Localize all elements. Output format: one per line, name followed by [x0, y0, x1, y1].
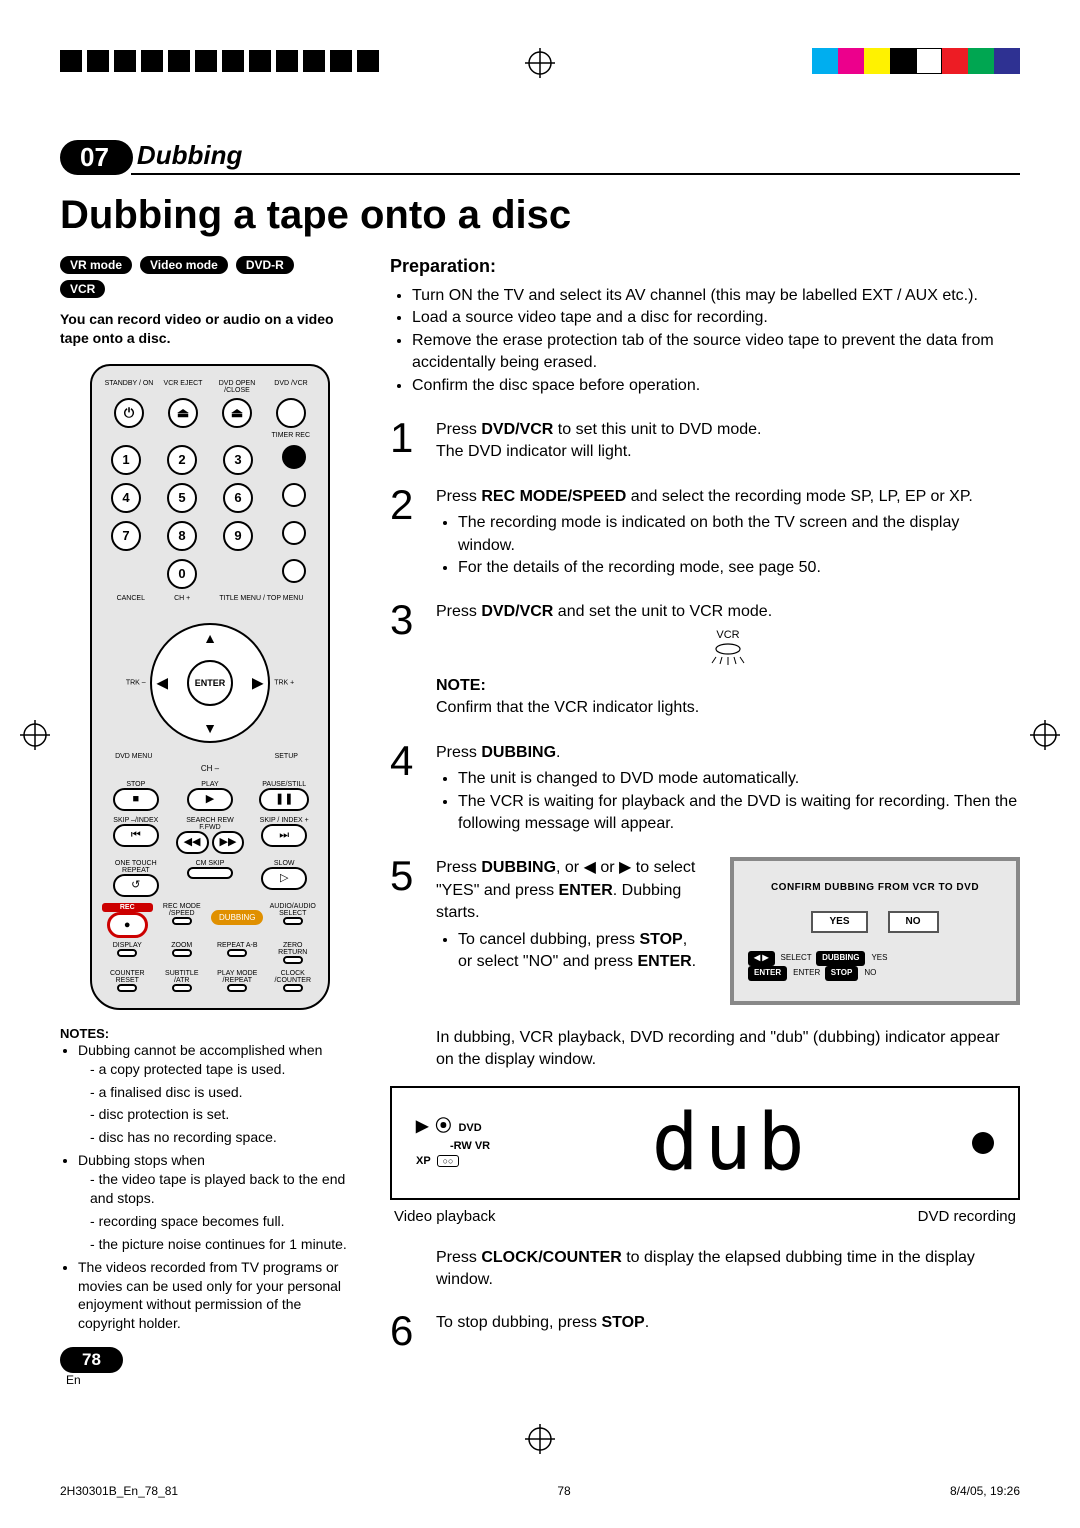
step-5: 5 Press DUBBING, or ◀ or ▶ to select "YE… [390, 857, 1020, 1005]
notes-list: Dubbing cannot be accomplished when a co… [60, 1041, 360, 1333]
onetouch-button: ↺ [113, 874, 159, 897]
display-labels: Video playback DVD recording [390, 1208, 1020, 1225]
step-1: 1 Press DVD/VCR to set this unit to DVD … [390, 419, 1020, 464]
arrow-up-icon: ▲ [203, 630, 217, 646]
play-icon: ▶ [416, 1118, 428, 1135]
zoom-button [172, 949, 192, 957]
footer: 2H30301B_En_78_81 78 8/4/05, 19:26 [60, 1484, 1020, 1498]
input-select-button [282, 483, 306, 507]
clock-counter-text: Press CLOCK/COUNTER to display the elaps… [436, 1247, 1020, 1292]
standby-button: ⏻ [114, 398, 144, 428]
pill-vrmode: VR mode [60, 256, 132, 274]
step-4: 4 Press DUBBING. The unit is changed to … [390, 742, 1020, 836]
num-4: 4 [111, 483, 141, 513]
dubbing-button: DUBBING [211, 910, 263, 925]
counter-reset-button [117, 984, 137, 992]
pill-vcr: VCR [60, 280, 105, 298]
step-6: 6 To stop dubbing, press STOP. [390, 1312, 1020, 1350]
clock-counter-button [283, 984, 303, 992]
display-button [117, 949, 137, 957]
num-8: 8 [167, 521, 197, 551]
arrow-down-icon: ▼ [203, 720, 217, 736]
remote-illustration: STANDBY / ON VCR EJECT DVD OPEN /CLOSE D… [90, 364, 330, 1010]
skip-minus-button: ⏮ [113, 824, 159, 847]
pill-dvdr: DVD-R [236, 256, 294, 274]
page-number-badge: 78 [60, 1347, 123, 1373]
notes-heading: NOTES: [60, 1026, 360, 1041]
num-1: 1 [111, 445, 141, 475]
num-5: 5 [167, 483, 197, 513]
pill-videomode: Video mode [140, 256, 228, 274]
rec-button: ● [107, 912, 148, 938]
vfd-display: ▶ ⦿ DVD -RW VR XP ○○ dub [390, 1086, 1020, 1200]
registration-mark-left [20, 720, 50, 754]
tv-confirm-box: CONFIRM DUBBING FROM VCR TO DVD YES NO ◀… [730, 857, 1020, 1005]
dvd-vcr-button [276, 398, 306, 428]
num-9: 9 [223, 521, 253, 551]
step-2: 2 Press REC MODE/SPEED and select the re… [390, 486, 1020, 580]
dub-text: dub [652, 1108, 811, 1178]
vcr-indicator-icon: VCR [436, 628, 1020, 665]
registration-mark-top [525, 48, 555, 78]
pause-button: ❚❚ [259, 788, 309, 811]
footer-right: 8/4/05, 19:26 [950, 1484, 1020, 1498]
recmode-button [172, 917, 192, 925]
footer-mid: 78 [557, 1484, 570, 1498]
open-close-button: ⏏ [222, 398, 252, 428]
mode-pills: VR mode Video mode DVD-R [60, 256, 360, 274]
registration-mark-bottom [525, 1424, 555, 1458]
tv-yes-button: YES [811, 911, 867, 933]
registration-mark-right [1030, 720, 1060, 754]
audio-button [283, 917, 303, 925]
chapter-header: 07 Dubbing [60, 140, 1020, 175]
arrow-right-icon: ▶ [619, 857, 631, 879]
intro-text: You can record video or audio on a video… [60, 310, 360, 348]
footer-left: 2H30301B_En_78_81 [60, 1484, 178, 1498]
repeat-ab-button [227, 949, 247, 957]
preparation-list: Turn ON the TV and select its AV channel… [390, 285, 1020, 397]
arrow-right-icon: ▶ [252, 674, 263, 691]
num-3: 3 [223, 445, 253, 475]
num-0: 0 [167, 559, 197, 589]
num-7: 7 [111, 521, 141, 551]
page-lang: En [66, 1373, 360, 1387]
play-button: ▶ [187, 788, 233, 811]
step-3: 3 Press DVD/VCR and set the unit to VCR … [390, 601, 1020, 720]
record-dot-icon [972, 1132, 994, 1154]
dpad: TRK – TRK + DVD MENU SETUP ▲ ▼ ◀ ▶ ENTER [135, 608, 285, 758]
timer-rec-button [282, 445, 306, 469]
playmode-button [227, 984, 247, 992]
preparation-heading: Preparation: [390, 256, 1020, 277]
videoplus-button [282, 521, 306, 545]
enter-button: ENTER [187, 660, 233, 706]
disc-icon: ⦿ [435, 1118, 451, 1135]
chapter-title: Dubbing [131, 140, 1020, 175]
num-2: 2 [167, 445, 197, 475]
step-5-after: In dubbing, VCR playback, DVD recording … [436, 1027, 1020, 1072]
eject-button: ⏏ [168, 398, 198, 428]
num-6: 6 [223, 483, 253, 513]
tv-no-button: NO [888, 911, 939, 933]
color-bar [812, 48, 1020, 74]
stop-button: ■ [113, 788, 159, 811]
skip-plus-button: ⏭ [261, 824, 307, 847]
arrow-left-icon: ◀ [157, 674, 168, 691]
chapter-number: 07 [60, 140, 133, 175]
cmskip-button [187, 867, 233, 879]
slow-button: ▷ [261, 867, 307, 890]
zero-return-button [283, 956, 303, 964]
subtitle-button [172, 984, 192, 992]
cassette-icon: ○○ [437, 1155, 460, 1167]
arrow-left-icon: ◀ [584, 857, 596, 879]
return-button [282, 559, 306, 583]
page-title: Dubbing a tape onto a disc [60, 193, 1020, 238]
